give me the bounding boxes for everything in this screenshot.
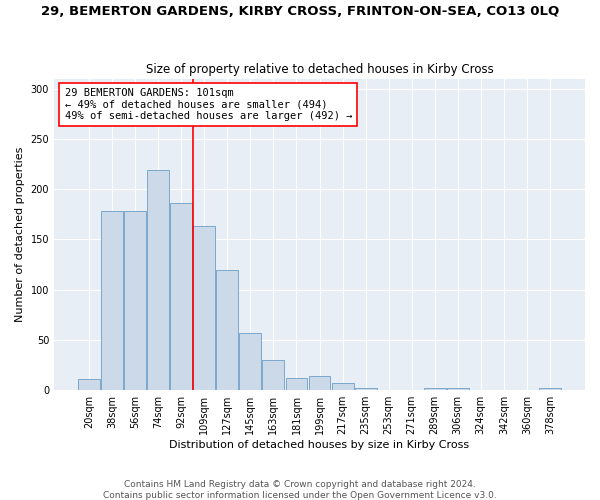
Y-axis label: Number of detached properties: Number of detached properties <box>15 146 25 322</box>
Title: Size of property relative to detached houses in Kirby Cross: Size of property relative to detached ho… <box>146 63 493 76</box>
Text: 29, BEMERTON GARDENS, KIRBY CROSS, FRINTON-ON-SEA, CO13 0LQ: 29, BEMERTON GARDENS, KIRBY CROSS, FRINT… <box>41 5 559 18</box>
Bar <box>424 388 446 390</box>
Bar <box>332 383 353 390</box>
Bar <box>447 388 469 390</box>
Bar <box>147 170 169 390</box>
Bar <box>170 203 192 390</box>
Bar <box>262 360 284 390</box>
Text: 29 BEMERTON GARDENS: 101sqm
← 49% of detached houses are smaller (494)
49% of se: 29 BEMERTON GARDENS: 101sqm ← 49% of det… <box>65 88 352 121</box>
Bar <box>539 388 561 390</box>
Bar <box>78 379 100 390</box>
Bar <box>193 226 215 390</box>
Bar <box>286 378 307 390</box>
Bar <box>355 388 377 390</box>
Bar <box>308 376 331 390</box>
Bar <box>101 212 123 390</box>
Text: Contains HM Land Registry data © Crown copyright and database right 2024.
Contai: Contains HM Land Registry data © Crown c… <box>103 480 497 500</box>
X-axis label: Distribution of detached houses by size in Kirby Cross: Distribution of detached houses by size … <box>169 440 470 450</box>
Bar <box>239 333 262 390</box>
Bar <box>124 212 146 390</box>
Bar <box>217 270 238 390</box>
